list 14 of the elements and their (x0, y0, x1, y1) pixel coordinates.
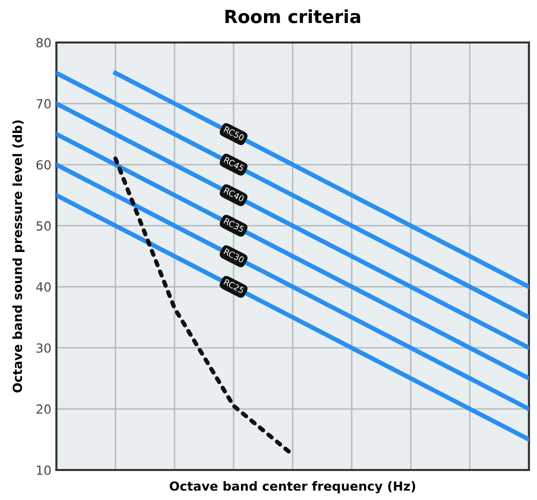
y-tick-label: 10 (36, 465, 51, 475)
series-label: RC25 (224, 278, 244, 294)
y-axis-title: Octave band sound pressure level (db) (12, 120, 25, 393)
x-axis-title: Octave band center frequency (Hz) (170, 481, 416, 494)
y-tick-label: 30 (36, 343, 51, 353)
y-tick-label: 60 (36, 160, 51, 170)
line-series (56, 101, 529, 350)
y-tick-label: 80 (36, 38, 51, 48)
y-tick-label: 40 (36, 282, 51, 292)
y-tick-label: 50 (36, 221, 51, 231)
y-tick-label: 70 (36, 99, 51, 108)
line-series (56, 70, 529, 320)
y-tick-label: 20 (36, 404, 51, 414)
chart-title: Room criteria (225, 9, 360, 24)
